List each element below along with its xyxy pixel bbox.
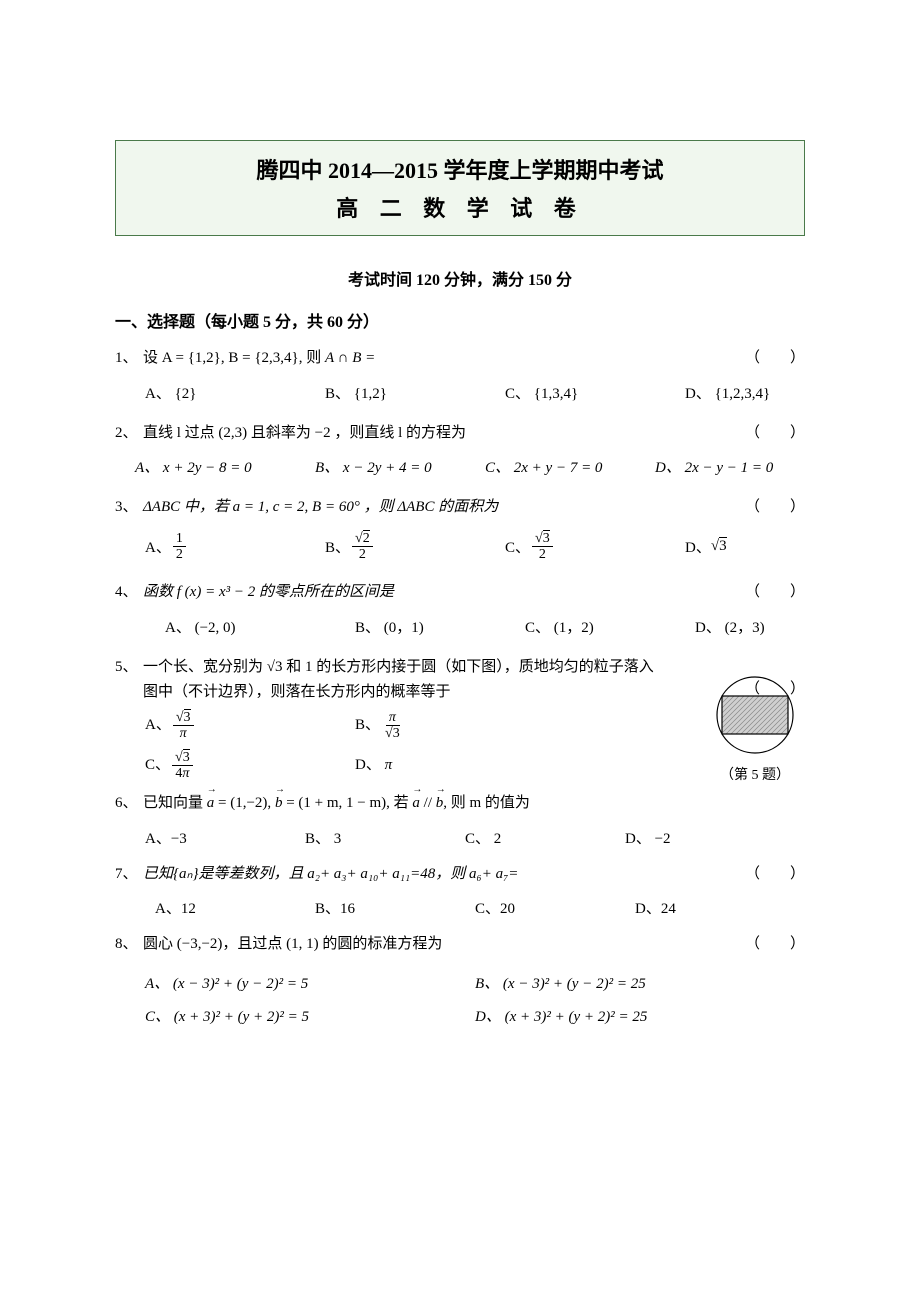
q5-num: 5、 [115,655,143,681]
q2-num: 2、 [115,421,143,447]
q8-optD: D、 (x + 3)² + (y + 2)² = 25 [475,1005,805,1026]
q5-options: A、 √3π B、 π√3 C、 √34π D、 π [145,710,665,782]
q1-optA: A、 {2} [145,382,325,403]
q7-optA: A、12 [155,897,315,918]
q7-optC: C、20 [475,897,635,918]
q5-caption: （第 5 题） [695,764,815,788]
q2-stem: 直线 l 过点 (2,3) 且斜率为 −2 ，则直线 l 的方程为 [143,421,737,447]
answer-paren: （ ） [745,495,805,521]
q8-optC: C、 (x + 3)² + (y + 2)² = 5 [145,1005,475,1026]
q4-num: 4、 [115,580,143,606]
answer-paren: （ ） [737,421,805,447]
q5-optC: C、 √34π [145,750,355,782]
q6-optC: C、 2 [465,827,625,848]
q3-stem: ΔABC 中，若 a = 1, c = 2, B = 60° ，则 ΔABC 的… [143,495,805,521]
q7-optB: B、16 [315,897,475,918]
q8-stem: 圆心 (−3,−2)，且过点 (1, 1) 的圆的标准方程为 [143,932,805,958]
question-8: 8、 圆心 (−3,−2)，且过点 (1, 1) 的圆的标准方程为 （ ） [115,932,805,958]
q3-optC: C、 √32 [505,531,685,563]
q4-stem: 函数 f (x) = x³ − 2 的零点所在的区间是 [143,580,805,606]
answer-paren: （ ） [745,346,805,372]
q5-optA: A、 √3π [145,710,355,742]
question-6: 6、 已知向量 a = (1,−2), b = (1 + m, 1 − m), … [115,791,805,817]
q8-num: 8、 [115,932,143,958]
q1-options: A、 {2} B、 {1,2} C、 {1,3,4} D、 {1,2,3,4} [145,382,805,403]
q4-optD: D、 (2，3) [695,616,835,637]
title-box: 腾四中 2014—2015 学年度上学期期中考试 高 二 数 学 试 卷 [115,140,805,236]
q6-options: A、−3 B、 3 C、 2 D、 −2 [145,827,805,848]
q2-optB: B、 x − 2y + 4 = 0 [315,456,485,477]
question-3: 3、 ΔABC 中，若 a = 1, c = 2, B = 60° ，则 ΔAB… [115,495,805,521]
q3-num: 3、 [115,495,143,521]
section-header: 一、选择题（每小题 5 分，共 60 分） [115,308,805,332]
q5-stem: 一个长、宽分别为 √3 和 1 的长方形内接于圆（如下图），质地均匀的粒子落入 … [143,655,665,706]
q6-optB: B、 3 [305,827,465,848]
q2-optD: D、 2x − y − 1 = 0 [655,456,815,477]
circle-rect-figure [705,675,805,755]
q2-optA: A、 x + 2y − 8 = 0 [135,456,315,477]
q2-optC: C、 2x + y − 7 = 0 [485,456,655,477]
exam-info: 考试时间 120 分钟，满分 150 分 [115,266,805,290]
q3-optA: A、 12 [145,531,325,563]
q1-optC: C、 {1,3,4} [505,382,685,403]
answer-paren: （ ） [745,862,805,888]
q7-optD: D、24 [635,897,795,918]
q6-num: 6、 [115,791,143,817]
q4-optB: B、 (0，1) [355,616,525,637]
q4-optA: A、 (−2, 0) [165,616,355,637]
q8-optA: A、 (x − 3)² + (y − 2)² = 5 [145,972,475,993]
q5-figure: （第 5 题） [695,675,815,788]
q3-optB: B、 √22 [325,531,505,563]
q3-options: A、 12 B、 √22 C、 √32 D、 √3 [145,531,805,563]
q1-num: 1、 [115,346,143,372]
question-5: 5、 一个长、宽分别为 √3 和 1 的长方形内接于圆（如下图），质地均匀的粒子… [115,655,805,782]
answer-paren: （ ） [745,932,805,958]
q5-optD: D、 π [355,750,535,782]
q3-optD: D、 √3 [685,531,825,563]
q8-options: A、 (x − 3)² + (y − 2)² = 5 B、 (x − 3)² +… [145,972,805,1026]
q1-stem: 设 A = {1,2}, B = {2,3,4}, 则 A ∩ B = [143,346,805,372]
answer-paren: （ ） [745,580,805,606]
q6-optD: D、 −2 [625,827,785,848]
q8-optB: B、 (x − 3)² + (y − 2)² = 25 [475,972,805,993]
title-line1: 腾四中 2014—2015 学年度上学期期中考试 [136,153,784,185]
q4-optC: C、 (1，2) [525,616,695,637]
q7-stem: 已知{aₙ}是等差数列，且 a₂+ a₃+ a₁₀+ a₁₁=48，则 a₆+ … [143,862,805,888]
q7-num: 7、 [115,862,143,888]
question-7: 7、 已知{aₙ}是等差数列，且 a₂+ a₃+ a₁₀+ a₁₁=48，则 a… [115,862,805,888]
q5-optB: B、 π√3 [355,710,535,742]
q4-options: A、 (−2, 0) B、 (0，1) C、 (1，2) D、 (2，3) [165,616,805,637]
question-4: 4、 函数 f (x) = x³ − 2 的零点所在的区间是 （ ） [115,580,805,606]
title-line2: 高 二 数 学 试 卷 [136,191,784,223]
question-2: 2、 直线 l 过点 (2,3) 且斜率为 −2 ，则直线 l 的方程为 （ ） [115,421,805,447]
q2-options: A、 x + 2y − 8 = 0 B、 x − 2y + 4 = 0 C、 2… [135,456,805,477]
q1-optD: D、 {1,2,3,4} [685,382,825,403]
q6-optA: A、−3 [145,827,305,848]
q1-optB: B、 {1,2} [325,382,505,403]
q7-options: A、12 B、16 C、20 D、24 [155,897,805,918]
q6-stem: 已知向量 a = (1,−2), b = (1 + m, 1 − m), 若 a… [143,791,805,817]
question-1: 1、 设 A = {1,2}, B = {2,3,4}, 则 A ∩ B = （… [115,346,805,372]
